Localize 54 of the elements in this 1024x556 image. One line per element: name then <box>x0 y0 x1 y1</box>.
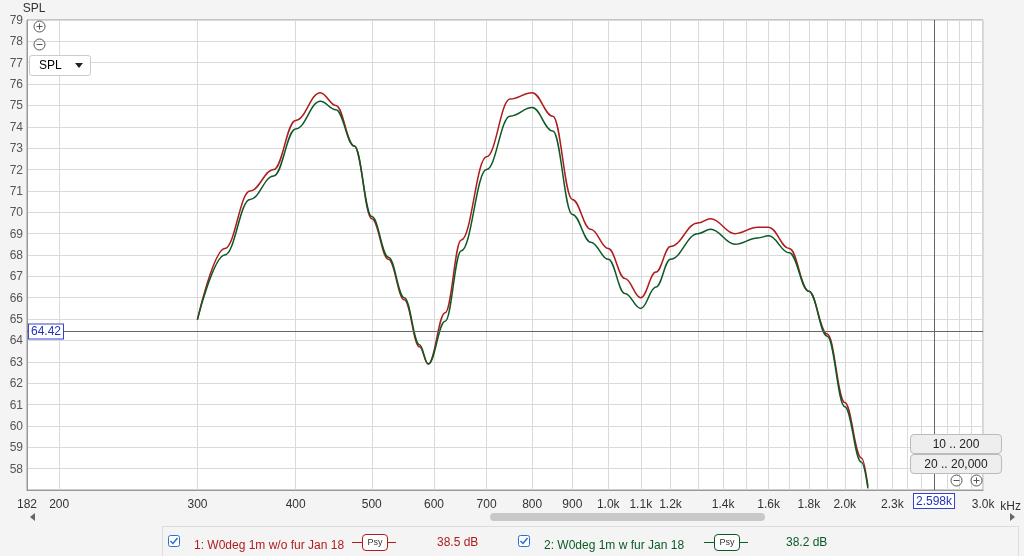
annotation: SPL <box>39 58 62 72</box>
text: Psy <box>714 534 740 551</box>
x-tick-label: 200 <box>49 497 70 511</box>
y-tick-label: 76 <box>9 77 24 92</box>
x-tick-label: 2.0k <box>833 497 858 511</box>
x-tick-label: 1.0k <box>596 497 621 511</box>
y-tick-label: 59 <box>9 440 24 455</box>
x-tick-label: 1.2k <box>659 497 683 511</box>
y-tick-label: 79 <box>9 13 24 27</box>
y-tick-label: 62 <box>9 376 24 391</box>
y-tick-label: 74 <box>9 119 24 134</box>
x-tick-label: 3.0k <box>971 497 996 511</box>
x-tick-label: 182 <box>16 497 38 511</box>
x-tick-label: 700 <box>476 497 497 511</box>
x-tick-label: 1.6k <box>757 497 781 511</box>
x-tick-label: 600 <box>423 497 445 511</box>
x-axis-title: kHz <box>1000 499 1022 513</box>
x-tick-label: 300 <box>187 497 208 511</box>
y-tick-label: 67 <box>9 269 24 284</box>
y-tick-label: 60 <box>9 418 24 433</box>
x-tick-label: 800 <box>522 497 543 511</box>
x-tick-label: 1.4k <box>711 497 736 511</box>
dropdown-field: SPL <box>29 55 91 76</box>
y-tick-label: 68 <box>9 248 24 262</box>
y-tick-label: 66 <box>9 290 24 305</box>
range-button: 10 .. 200 <box>910 434 1002 454</box>
range-button: 20 .. 20,000 <box>910 454 1002 474</box>
y-tick-label: 72 <box>9 162 24 177</box>
y-tick-label: 58 <box>9 461 24 476</box>
y-tick-label: 63 <box>9 354 24 369</box>
x-tick-label: 1.1k <box>629 497 654 511</box>
y-tick-label: 65 <box>9 312 24 327</box>
x-tick-label: 500 <box>361 497 383 511</box>
text: 2: W0deg 1m w fur Jan 18 <box>544 538 685 552</box>
x-tick-label: 400 <box>285 497 306 511</box>
x-tick-label: 1.8k <box>797 497 822 511</box>
y-tick-label: 69 <box>9 226 24 241</box>
text: Psy <box>362 534 388 551</box>
y-axis-title: SPL <box>22 1 46 15</box>
y-tick-label: 64 <box>9 333 24 348</box>
text: 1: W0deg 1m w/o fur Jan 18 <box>194 538 345 552</box>
y-tick-label: 61 <box>9 397 24 412</box>
y-tick-label: 77 <box>9 55 24 70</box>
y-tick-label: 78 <box>9 34 24 49</box>
ref-line-label: 64.42 <box>30 324 62 339</box>
text: 38.2 dB <box>786 535 828 549</box>
y-tick-label: 71 <box>9 183 24 198</box>
y-tick-label: 75 <box>9 98 24 113</box>
y-tick-label: 70 <box>9 205 24 220</box>
x-tick-label: 2.3k <box>881 497 905 511</box>
y-tick-label: 73 <box>9 141 24 156</box>
x-tick-label: 900 <box>562 497 583 511</box>
text: 38.5 dB <box>437 535 479 549</box>
ref-line-label: 2.598k <box>915 494 954 508</box>
